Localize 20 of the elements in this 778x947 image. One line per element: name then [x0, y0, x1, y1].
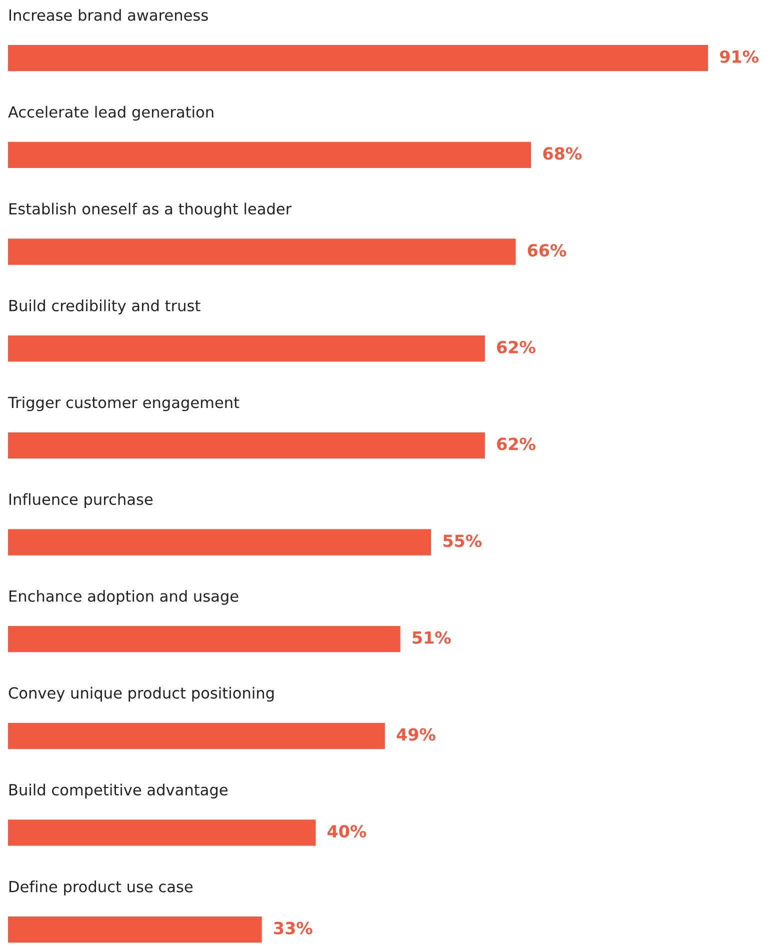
y-tick-label: Enchance adoption and usage — [10, 590, 238, 605]
data-label: 49% — [396, 728, 436, 741]
y-tick-label: Influence purchase — [10, 493, 153, 508]
data-label: 40% — [328, 824, 366, 838]
y-tick-label: Accelerate lead generation — [8, 106, 214, 121]
y-tick-label: Define product use case — [10, 880, 193, 896]
data-label: 66% — [528, 244, 566, 257]
y-tick-label: Increase brand awareness — [10, 9, 208, 21]
data-label: 33% — [274, 922, 312, 934]
y-tick-label: Establish oneself as a thought leader — [10, 202, 292, 218]
y-tick-label: Trigger customer engagement — [8, 396, 240, 412]
data-label: 51% — [412, 631, 451, 644]
data-label: 68% — [543, 147, 582, 160]
y-tick-label: Convey unique product positioning — [8, 686, 274, 702]
y-tick-label: Build competitive advantage — [10, 784, 228, 798]
data-label: 91% — [720, 50, 758, 63]
y-tick-label: Build credibility and trust — [10, 300, 200, 314]
data-label: 55% — [443, 534, 482, 548]
data-label: 62% — [497, 340, 536, 354]
data-label: 62% — [497, 438, 536, 450]
